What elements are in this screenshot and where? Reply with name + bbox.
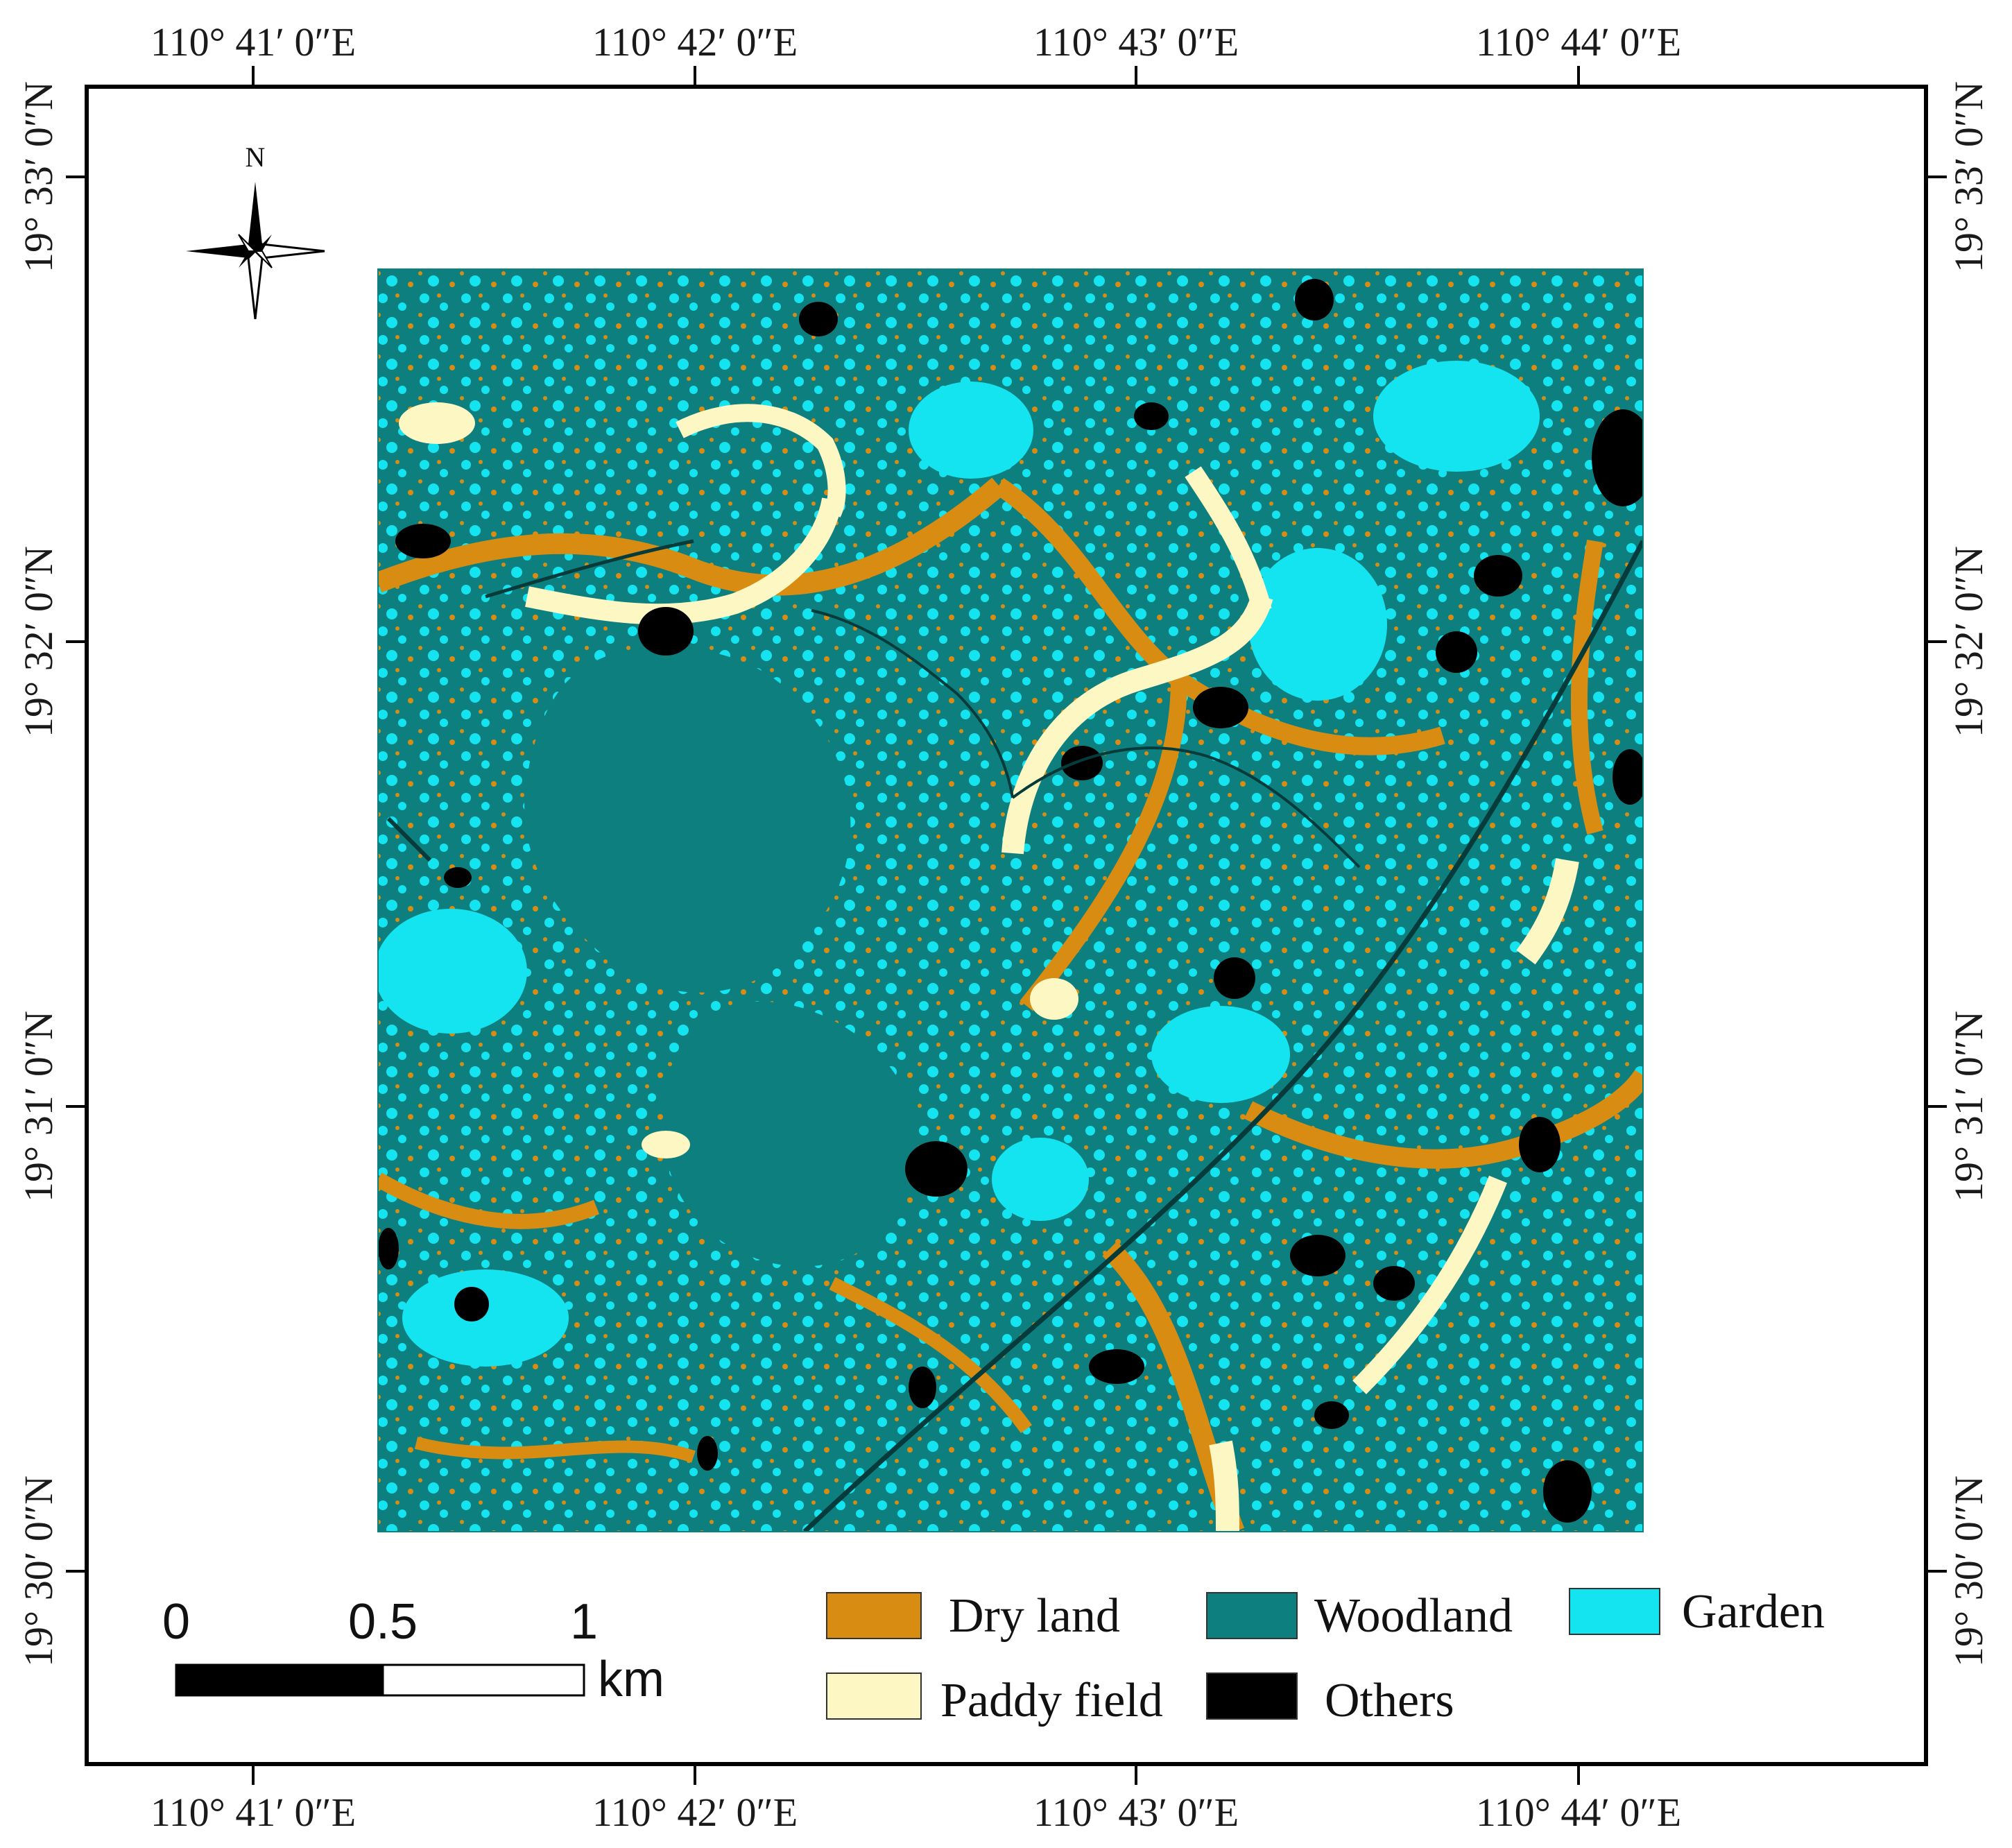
legend-label-woodland: Woodland: [1314, 1589, 1513, 1643]
lat-label-right-2: 19° 32′ 0″N: [1946, 546, 1991, 737]
lat-label-left-1: 19° 33′ 0″N: [16, 81, 61, 273]
lat-label-right-1: 19° 33′ 0″N: [1946, 81, 1991, 273]
map-frame: [85, 85, 1928, 1766]
land-use-raster: [378, 269, 1643, 1532]
legend-label-garden: Garden: [1682, 1585, 1825, 1639]
scale-label-0: 0: [162, 1594, 190, 1650]
scale-bar-black-segment: [175, 1663, 384, 1697]
legend-swatch-dry-land: [826, 1592, 922, 1639]
lat-label-left-3: 19° 31′ 0″N: [16, 1011, 61, 1202]
legend-swatch-garden: [1569, 1588, 1660, 1635]
legend-swatch-others: [1206, 1672, 1298, 1720]
scale-bar: 0 0.5 1 km: [162, 1594, 664, 1707]
raster-border: [377, 268, 1644, 1532]
lon-label-bottom-1: 110° 41′ 0″E: [151, 1790, 356, 1835]
north-arrow-icon: N: [186, 142, 325, 320]
lon-label-top-1: 110° 41′ 0″E: [151, 19, 356, 65]
lon-label-top-3: 110° 43′ 0″E: [1033, 19, 1239, 65]
scale-unit: km: [598, 1652, 664, 1707]
lat-label-left-2: 19° 32′ 0″N: [16, 546, 61, 737]
scale-label-1: 1: [570, 1594, 598, 1650]
legend-swatch-paddy-field: [826, 1672, 922, 1720]
legend: Dry land Woodland Garden Paddy field Oth…: [826, 1585, 1825, 1727]
legend-label-paddy-field: Paddy field: [940, 1674, 1163, 1727]
lon-label-top-4: 110° 44′ 0″E: [1476, 19, 1681, 65]
lon-label-bottom-4: 110° 44′ 0″E: [1476, 1790, 1681, 1835]
lon-label-bottom-2: 110° 42′ 0″E: [592, 1790, 798, 1835]
north-label: N: [246, 142, 266, 173]
legend-label-others: Others: [1325, 1674, 1454, 1727]
legend-swatch-woodland: [1206, 1592, 1298, 1639]
lat-label-right-4: 19° 30′ 0″N: [1946, 1475, 1991, 1667]
graticule-ticks: [66, 66, 1947, 1785]
scale-label-0-5: 0.5: [348, 1594, 418, 1650]
lon-label-top-2: 110° 42′ 0″E: [592, 19, 798, 65]
lat-label-right-3: 19° 31′ 0″N: [1946, 1011, 1991, 1202]
legend-label-dry-land: Dry land: [949, 1589, 1120, 1643]
scale-bar-white-segment: [381, 1663, 585, 1697]
lon-label-bottom-3: 110° 43′ 0″E: [1033, 1790, 1239, 1835]
lat-label-left-4: 19° 30′ 0″N: [16, 1475, 61, 1667]
